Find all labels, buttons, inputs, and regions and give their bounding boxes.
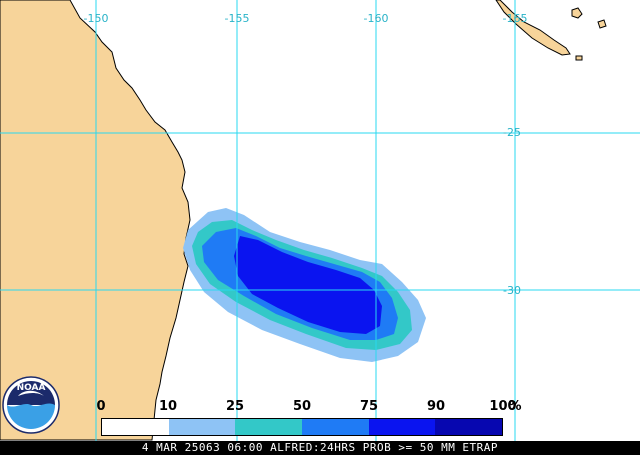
nc-island (495, 0, 571, 56)
legend-tick-label: 75 (359, 399, 379, 414)
legend-swatch (302, 419, 369, 435)
legend-tick-label: 90 (426, 399, 446, 414)
small-island (575, 55, 583, 61)
longitude-label: -150 (84, 12, 109, 25)
legend-tick-label: 10 (158, 399, 178, 414)
probability-shading (183, 208, 426, 362)
logo-text: NOAA (17, 383, 46, 393)
longitude-label: -165 (503, 12, 528, 25)
small-island (597, 19, 607, 29)
logo-sea (7, 403, 55, 429)
lat-lon-grid (0, 0, 640, 441)
logo-gull-icon (18, 390, 44, 396)
legend-swatch (102, 419, 169, 435)
legend-swatch (168, 419, 236, 435)
legend-swatch (368, 419, 436, 435)
legend-tick-label: 100 (489, 399, 517, 414)
latitude-label: -30 (503, 284, 521, 297)
legend-unit: % (508, 399, 522, 414)
noaa-logo: NOAA (2, 376, 60, 434)
legend-tick-label: 0 (96, 399, 106, 414)
prob-75-90 (234, 236, 382, 334)
status-bar: 4 MAR 25063 06:00 ALFRED:24HRS PROB >= 5… (0, 441, 640, 455)
longitude-labels: -150 -155 -160 -165 (84, 12, 528, 25)
longitude-label: -155 (225, 12, 250, 25)
longitude-label: -160 (364, 12, 389, 25)
legend-tick-label: 25 (225, 399, 245, 414)
legend-tick-label: 50 (292, 399, 312, 414)
legend-swatch (435, 419, 503, 435)
legend-color-bar (101, 418, 503, 436)
latitude-label: -25 (503, 126, 521, 139)
small-island (571, 7, 583, 19)
legend-swatch (235, 419, 303, 435)
australia-landmass (0, 0, 191, 441)
latitude-labels: -25 -30 (503, 126, 521, 297)
